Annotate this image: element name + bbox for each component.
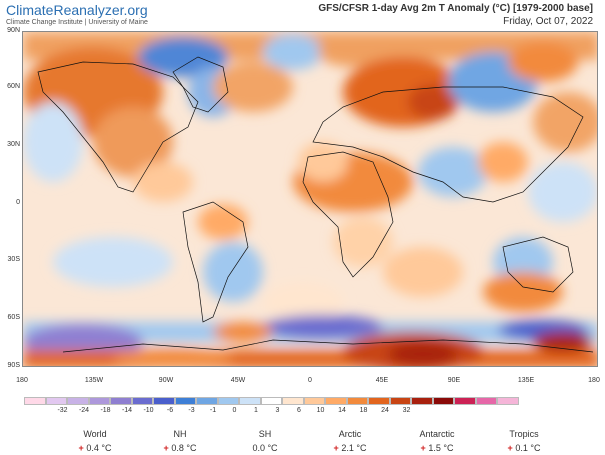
lat-label-60n: 60N — [7, 83, 20, 90]
legend-swatch — [497, 397, 519, 405]
stat-value: 0.0 °C — [252, 443, 278, 453]
stat-name: Antarctic — [419, 429, 455, 439]
stat-nh: NH + 0.8 °C — [145, 429, 215, 453]
stat-name: Arctic — [338, 429, 362, 439]
legend-swatch — [110, 397, 132, 405]
stat-value: 1.5 °C — [428, 443, 454, 453]
stat-world: World + 0.4 °C — [60, 429, 130, 453]
lon-label-135e: 135E — [517, 377, 535, 384]
legend-swatch — [346, 397, 368, 405]
legend-swatch — [368, 397, 390, 405]
legend-swatch — [174, 397, 196, 405]
legend-tick-label: 3 — [275, 407, 280, 414]
legend-tick-label: -32 — [57, 407, 68, 414]
legend-swatch — [131, 397, 153, 405]
lon-label-180e: 180 — [588, 377, 600, 384]
lat-label-90s: 90S — [7, 362, 20, 369]
stat-arctic: Arctic + 2.1 °C — [315, 429, 385, 453]
legend-swatch — [282, 397, 304, 405]
stat-sign: + — [163, 443, 169, 453]
legend-swatch — [153, 397, 175, 405]
legend-swatch — [432, 397, 454, 405]
legend-tick-label: 24 — [381, 407, 389, 414]
stat-value: 0.4 °C — [86, 443, 112, 453]
legend-swatch — [389, 397, 411, 405]
map-date: Friday, Oct 07, 2022 — [503, 16, 593, 27]
stat-sign: + — [420, 443, 426, 453]
legend-swatch — [303, 397, 325, 405]
stat-name: NH — [173, 429, 187, 439]
lon-label-0: 0 — [308, 377, 312, 384]
legend-swatch — [454, 397, 476, 405]
legend-swatch — [325, 397, 347, 405]
stat-sign: + — [333, 443, 339, 453]
legend-swatch — [475, 397, 497, 405]
stat-name: Tropics — [509, 429, 539, 439]
legend-swatch — [260, 397, 282, 405]
legend-swatch — [88, 397, 110, 405]
lon-label-90w: 90W — [158, 377, 174, 384]
legend-swatch — [196, 397, 218, 405]
stat-antarctic: Antarctic + 1.5 °C — [402, 429, 472, 453]
lat-label-60s: 60S — [7, 314, 20, 321]
legend-swatch — [45, 397, 67, 405]
lon-label-135w: 135W — [84, 377, 104, 384]
legend-tick-label: -6 — [166, 407, 174, 414]
color-legend — [24, 397, 519, 405]
map-title: GFS/CFSR 1-day Avg 2m T Anomaly (°C) [19… — [318, 3, 593, 14]
lat-label-30n: 30N — [7, 141, 20, 148]
anomaly-map-svg — [23, 32, 597, 366]
stat-sign: + — [507, 443, 513, 453]
legend-swatch — [411, 397, 433, 405]
legend-tick-label: -10 — [143, 407, 154, 414]
anomaly-map — [22, 31, 598, 367]
stat-tropics: Tropics + 0.1 °C — [489, 429, 559, 453]
legend-swatch — [67, 397, 89, 405]
legend-swatch — [239, 397, 261, 405]
lon-label-90e: 90E — [447, 377, 461, 384]
lon-label-180w: 180 — [16, 377, 28, 384]
brand-subtitle: Climate Change Institute | University of… — [6, 19, 148, 26]
legend-tick-label: 18 — [359, 407, 368, 414]
stat-value: 0.1 °C — [515, 443, 541, 453]
legend-tick-label: 0 — [232, 407, 237, 414]
legend-tick-label: 14 — [338, 407, 346, 414]
lat-label-30s: 30S — [7, 256, 20, 263]
lat-label-0: 0 — [16, 199, 20, 206]
legend-tick-label: -14 — [121, 407, 133, 414]
stat-value: 0.8 °C — [171, 443, 197, 453]
legend-tick-label: 32 — [402, 407, 411, 414]
legend-swatch — [217, 397, 239, 405]
anomaly-field — [23, 32, 597, 366]
legend-tick-label: 10 — [316, 407, 325, 414]
stat-sign: + — [78, 443, 84, 453]
legend-tick-label: 1 — [254, 407, 258, 414]
stat-name: SH — [258, 429, 272, 439]
legend-tick-label: 6 — [297, 407, 301, 414]
legend-swatch — [24, 397, 46, 405]
brand-name: ClimateReanalyzer.org — [6, 2, 148, 18]
legend-tick-label: -24 — [78, 407, 90, 414]
stat-name: World — [83, 429, 107, 439]
lon-label-45w: 45W — [230, 377, 246, 384]
stat-value: 2.1 °C — [341, 443, 367, 453]
brand-logo: ClimateReanalyzer.org Climate Change Ins… — [6, 2, 148, 26]
lon-label-45e: 45E — [375, 377, 389, 384]
stat-sh: SH 0.0 °C — [230, 429, 300, 453]
legend-tick-label: -18 — [100, 407, 111, 414]
lat-label-90n: 90N — [7, 27, 20, 34]
legend-tick-label: -1 — [209, 407, 217, 414]
coastlines — [37, 56, 594, 353]
legend-tick-label: -3 — [188, 407, 195, 414]
